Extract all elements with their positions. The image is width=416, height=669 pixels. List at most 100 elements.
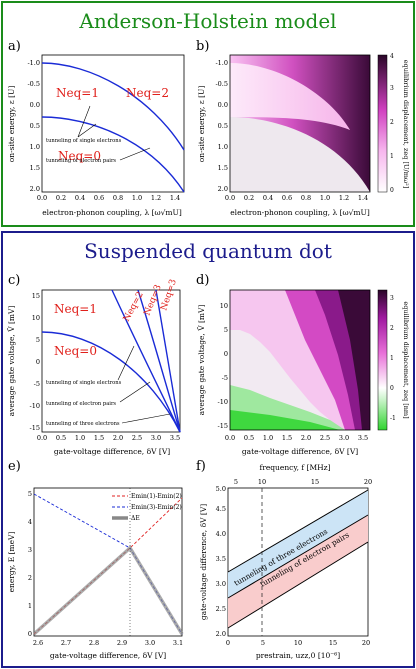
panel-b: b) 0 1 2 3 4 equilibrium displacement, z… [196,39,410,217]
panel-c-arrow-3 [121,413,171,424]
panel-c-annotation-three: tunneling of three electrons [46,421,120,427]
svg-text:1: 1 [28,602,32,610]
svg-text:1.5: 1.5 [282,434,292,442]
panel-c-curve-2 [111,289,181,433]
panel-f-top-label: frequency, f [MHz] [259,463,330,472]
svg-text:0.0: 0.0 [225,194,235,202]
svg-text:5.0: 5.0 [216,485,226,493]
panel-c: c) Neq=1 Neq=0 Neq=2 Neq=3 Neq=3 tunneli… [7,273,181,456]
panel-c-region-neq0: Neq=0 [54,344,97,358]
svg-text:5: 5 [224,326,228,334]
panel-f-xlabel: prestrain, uzz,0 [10⁻⁶] [256,651,340,660]
svg-text:0: 0 [28,630,32,638]
svg-text:1: 1 [390,355,394,362]
svg-text:0.6: 0.6 [94,194,104,202]
panel-f-top-ticks: 5 10 15 20 [234,478,372,486]
svg-text:1.0: 1.0 [75,434,85,442]
panel-c-xlabel: gate-voltage difference, δV [V] [54,447,170,456]
panel-b-colorbar [377,54,388,193]
panel-f-line-bottom [227,541,369,629]
svg-text:3.1: 3.1 [173,639,183,647]
svg-text:0.4: 0.4 [75,194,85,202]
panel-d-ylabel: average gate voltage, V̄ [mV] [197,305,206,416]
svg-text:0.0: 0.0 [225,434,235,442]
panel-e-legend: Emin(1)-Emin(2) Emin(3)-Emin(2) ΔE [112,493,182,522]
svg-text:5: 5 [28,490,32,498]
panel-b-cbar-label: equilibrium displacement, zeq [U/mω²] [402,60,410,189]
panel-f-band-three [228,490,368,598]
svg-text:1.0: 1.0 [30,143,40,151]
svg-text:0.5: 0.5 [218,122,228,130]
svg-text:2: 2 [28,574,32,582]
svg-text:0.0: 0.0 [37,194,47,202]
svg-text:0.2: 0.2 [56,194,66,202]
svg-text:1.0: 1.0 [132,194,142,202]
svg-text:-5: -5 [34,380,40,388]
svg-text:1.4: 1.4 [358,194,368,202]
panel-a-annotation-single: tunneling of single electrons [46,138,122,144]
panel-a-region-neq0: Neq=0 [58,149,101,163]
panel-f-label: f) [196,459,206,474]
panel-a-ylabel: on-site energy, ε [U] [7,86,16,163]
svg-text:1.0: 1.0 [218,143,228,151]
bottom-section-border [1,231,415,668]
svg-text:-1.0: -1.0 [27,59,40,67]
panel-f-xticks: 0 5 10 15 20 [226,639,370,647]
svg-text:0.8: 0.8 [113,194,123,202]
svg-text:2.0: 2.0 [301,434,311,442]
svg-text:20: 20 [362,639,370,647]
svg-text:-10: -10 [218,398,228,406]
panel-d-cbar-label: equilibrium displacement, zeq [nm] [402,301,410,418]
svg-text:-1.0: -1.0 [215,59,228,67]
svg-text:-15: -15 [30,424,40,432]
panel-a-arrow-1 [77,105,91,138]
panel-a-label: a) [8,39,21,54]
svg-text:1.5: 1.5 [30,164,40,172]
svg-text:2.9: 2.9 [117,639,127,647]
svg-text:1.2: 1.2 [151,194,161,202]
panel-a-region-neq1: Neq=1 [56,86,99,100]
panel-b-xlabel: electron-phonon coupling, λ [ω√mU] [230,208,370,217]
svg-text:-15: -15 [218,422,228,430]
panel-b-xticks: 0.0 0.2 0.4 0.6 0.8 1.0 1.2 1.4 [225,194,368,202]
svg-text:0: 0 [390,187,394,194]
svg-text:3.5: 3.5 [216,555,226,563]
svg-text:15: 15 [311,478,319,486]
panel-b-region-1 [230,63,350,130]
panel-f: f) frequency, f [MHz] 5 10 15 20 tunneli… [196,459,372,660]
panel-c-curve-1 [41,331,181,433]
panel-d-cbar-ticks: 3 2 1 0 -1 [390,295,396,422]
panel-a-arrow-3 [119,147,151,161]
svg-text:-1: -1 [390,415,396,422]
svg-text:3: 3 [390,85,394,92]
svg-text:20: 20 [364,478,372,486]
panel-e-xticks: 2.6 2.7 2.8 2.9 3.0 3.1 [33,639,183,647]
panel-f-line-top [227,489,369,573]
panel-c-xticks: 0.0 0.5 1.0 1.5 2.0 2.5 3.0 3.5 [37,434,180,442]
panel-a-arrow-2 [77,123,97,138]
panel-a-frame [41,54,185,193]
panel-c-yticks: 15 10 5 0 -5 -10 -15 [30,292,40,432]
svg-text:5: 5 [234,478,238,486]
svg-text:2.0: 2.0 [30,185,40,193]
svg-text:3.0: 3.0 [151,434,161,442]
panel-d-xlabel: gate-voltage difference, δV [V] [242,447,358,456]
svg-text:2.0: 2.0 [113,434,123,442]
panel-a-curve-1 [41,62,185,151]
svg-text:1.5: 1.5 [218,164,228,172]
svg-text:-5: -5 [222,374,228,382]
svg-text:0.0: 0.0 [37,434,47,442]
panel-a-xlabel: electron-phonon coupling, λ [ω√mU] [42,208,182,217]
svg-text:10: 10 [294,639,302,647]
svg-text:-0.5: -0.5 [215,80,228,88]
svg-text:0.5: 0.5 [244,434,254,442]
svg-text:1.5: 1.5 [94,434,104,442]
panel-c-ylabel: average gate voltage, V̄ [mV] [7,306,16,417]
svg-text:Emin(3)-Emin(2): Emin(3)-Emin(2) [131,504,182,511]
svg-text:2: 2 [390,325,394,332]
svg-text:3.5: 3.5 [170,434,180,442]
top-section-title: Anderson-Holstein model [78,9,336,33]
svg-text:4: 4 [28,518,32,526]
panel-f-yticks: 2.0 2.5 3.0 3.5 4.0 4.5 5.0 [216,485,226,638]
